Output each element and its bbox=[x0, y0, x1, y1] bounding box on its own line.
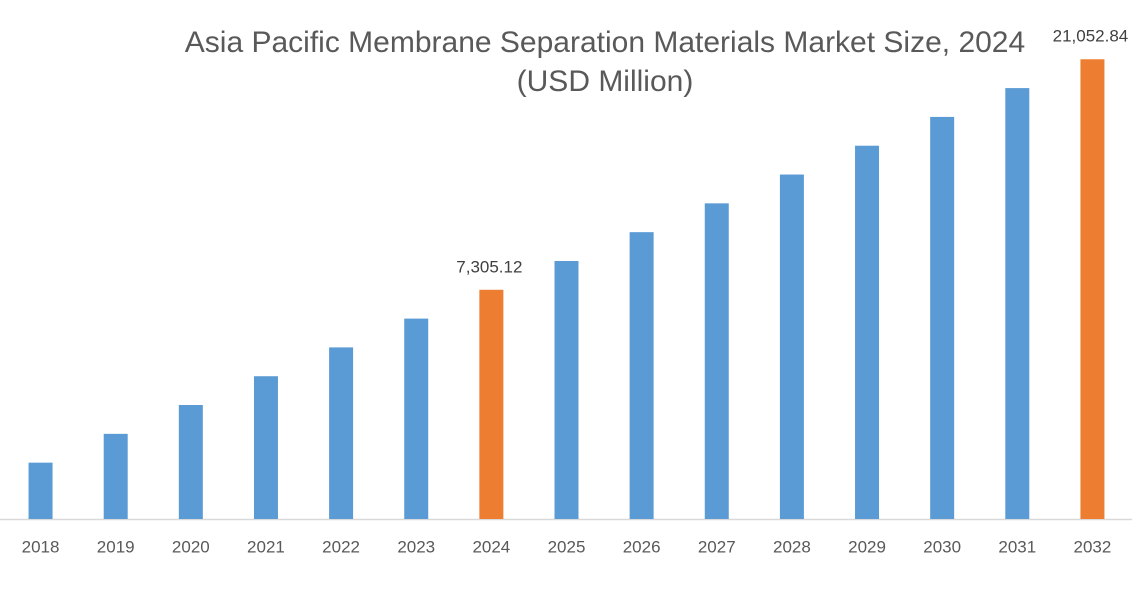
bar bbox=[930, 116, 955, 519]
x-tick-label: 2030 bbox=[923, 537, 961, 556]
x-tick-label: 2029 bbox=[848, 537, 886, 556]
x-tick-label: 2032 bbox=[1074, 537, 1112, 556]
bar bbox=[704, 203, 729, 519]
x-tick-label: 2018 bbox=[22, 537, 60, 556]
bar bbox=[1005, 88, 1030, 520]
bar bbox=[629, 232, 654, 520]
x-tick-label: 2021 bbox=[247, 537, 285, 556]
chart-title: Asia Pacific Membrane Separation Materia… bbox=[185, 26, 1025, 59]
x-tick-label: 2027 bbox=[698, 537, 736, 556]
bar bbox=[28, 462, 53, 519]
x-tick-label: 2019 bbox=[97, 537, 135, 556]
x-tick-label: 2026 bbox=[623, 537, 661, 556]
x-tick-label: 2022 bbox=[322, 537, 360, 556]
bar bbox=[404, 318, 429, 519]
x-tick-label: 2028 bbox=[773, 537, 811, 556]
bar bbox=[329, 347, 354, 519]
chart-subtitle: (USD Million) bbox=[517, 65, 694, 98]
data-label: 21,052.84 bbox=[1053, 27, 1129, 46]
bar bbox=[855, 145, 880, 519]
data-label: 7,305.12 bbox=[456, 257, 522, 276]
bar bbox=[779, 174, 804, 519]
x-tick-label: 2031 bbox=[998, 537, 1036, 556]
bar bbox=[253, 376, 278, 519]
x-tick-label: 2023 bbox=[397, 537, 435, 556]
x-tick-label: 2025 bbox=[548, 537, 586, 556]
bar bbox=[479, 289, 504, 519]
bar bbox=[103, 433, 128, 519]
bar bbox=[554, 260, 579, 519]
x-tick-label: 2024 bbox=[472, 537, 510, 556]
x-tick-label: 2020 bbox=[172, 537, 210, 556]
bar bbox=[178, 404, 203, 519]
bar bbox=[1080, 59, 1105, 519]
